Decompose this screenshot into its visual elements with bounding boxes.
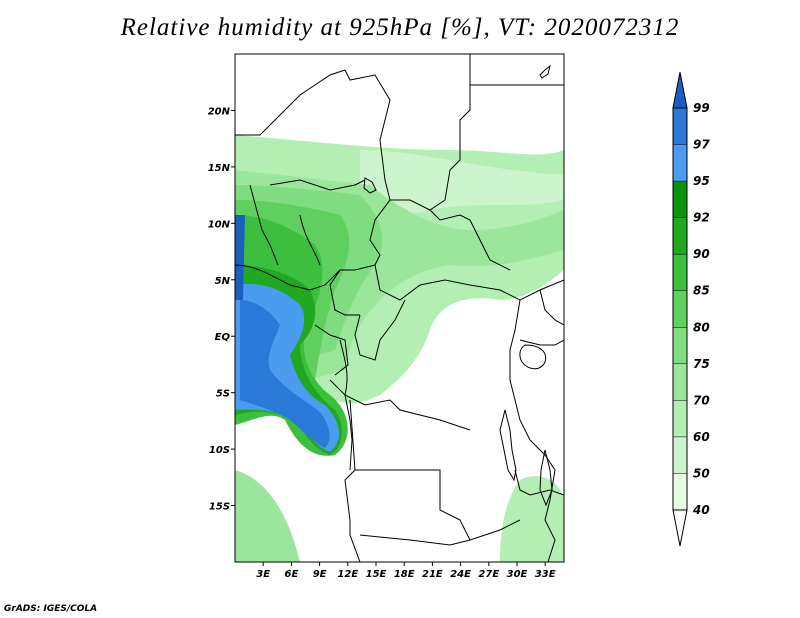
boundary-line <box>269 179 366 191</box>
lon-tick-label: 24E <box>450 569 471 580</box>
lat-tick-label: 5S <box>216 389 230 400</box>
boundary-line <box>314 324 349 376</box>
boundary-line <box>340 264 376 271</box>
colorbar-band <box>673 108 687 145</box>
sinai-detail <box>539 64 551 79</box>
lon-tick-label: 30E <box>507 569 528 580</box>
colorbar-band <box>673 436 687 474</box>
colorbar-level-label: 97 <box>693 138 710 152</box>
colorbar-level-label: 80 <box>693 320 710 334</box>
lat-tick-label: 15N <box>208 163 231 174</box>
lake-malawi <box>539 449 553 507</box>
lat-tick-label: 10N <box>208 219 231 230</box>
field-rh-99-coast <box>235 215 245 300</box>
colorbar: 40 50 60 70 75 80 85 90 92 95 97 99 <box>672 71 710 547</box>
lon-tick-label: 12E <box>337 569 358 580</box>
colorbar-level-label: 85 <box>693 284 710 298</box>
boundary-line <box>509 299 531 441</box>
colorbar-level-label: 99 <box>693 101 710 115</box>
colorbar-lower-arrow <box>672 509 688 547</box>
boundary-line <box>369 199 391 266</box>
boundary-line <box>329 379 471 431</box>
lake-chad <box>363 177 377 194</box>
map-title: Relative humidity at 925hPa [%], VT: 202… <box>120 14 680 41</box>
boundary-line <box>355 469 521 541</box>
map-frame <box>234 53 565 563</box>
colorbar-band <box>673 473 687 510</box>
colorbar-level-label: 92 <box>693 211 710 225</box>
lat-tick-label: 5N <box>215 276 231 287</box>
longitude-axis: 3E 6E 9E 12E 15E 18E 21E 24E 27E 30E 33E <box>256 562 556 580</box>
boundary-line <box>344 399 361 562</box>
lat-tick-label: 10S <box>209 445 230 456</box>
latitude-axis: 20N 15N 10N 5N EQ 5S 10S 15S <box>208 106 235 513</box>
lon-tick-label: 27E <box>478 569 499 580</box>
colorbar-band <box>673 144 687 182</box>
grads-credit: GrADS: IGES/COLA <box>4 604 98 614</box>
colorbar-band <box>673 363 687 401</box>
colorbar-band <box>673 254 687 291</box>
colorbar-band <box>673 217 687 255</box>
boundary-line <box>235 69 346 136</box>
colorbar-band <box>673 400 687 437</box>
lon-tick-label: 18E <box>394 569 415 580</box>
lake-victoria <box>519 344 547 370</box>
humidity-field <box>235 135 564 562</box>
lon-tick-label: 9E <box>313 569 327 580</box>
boundary-line <box>359 534 471 546</box>
boundary-line <box>249 184 279 266</box>
boundary-line <box>235 264 341 291</box>
boundary-line <box>374 264 564 301</box>
boundary-line <box>539 289 564 326</box>
colorbar-band <box>673 327 687 364</box>
colorbar-band <box>673 290 687 328</box>
field-rh-60 <box>360 150 564 213</box>
boundary-line <box>299 214 321 266</box>
boundary-line <box>449 54 471 171</box>
colorbar-band <box>673 181 687 218</box>
boundary-line <box>514 469 564 496</box>
colorbar-level-label: 60 <box>693 430 710 444</box>
field-ocean-sw <box>235 470 300 562</box>
colorbar-level-label: 75 <box>693 357 710 371</box>
boundary-line <box>354 299 406 361</box>
boundary-line <box>519 339 564 346</box>
lake-tanganyika <box>499 409 517 482</box>
coastline <box>339 339 353 471</box>
lat-tick-label: EQ <box>215 332 231 343</box>
country-boundaries <box>235 54 564 562</box>
field-ocean-se <box>500 476 564 562</box>
lat-tick-label: 15S <box>209 502 230 513</box>
lon-tick-label: 15E <box>366 569 387 580</box>
lat-tick-label: 20N <box>208 106 231 117</box>
boundary-line <box>429 209 511 271</box>
colorbar-level-label: 95 <box>693 174 710 188</box>
colorbar-level-label: 90 <box>693 247 710 261</box>
colorbar-upper-arrow <box>672 71 688 109</box>
colorbar-level-label: 70 <box>693 393 710 407</box>
colorbar-level-label: 50 <box>693 466 710 480</box>
lon-tick-label: 33E <box>535 569 556 580</box>
field-rh-99 <box>240 300 330 448</box>
boundary-line <box>344 69 391 201</box>
lon-tick-label: 21E <box>422 569 443 580</box>
colorbar-level-label: 40 <box>692 503 710 517</box>
lon-tick-label: 3E <box>256 569 270 580</box>
boundary-line <box>529 439 556 562</box>
boundary-line <box>329 269 360 316</box>
lon-tick-label: 6E <box>285 569 299 580</box>
